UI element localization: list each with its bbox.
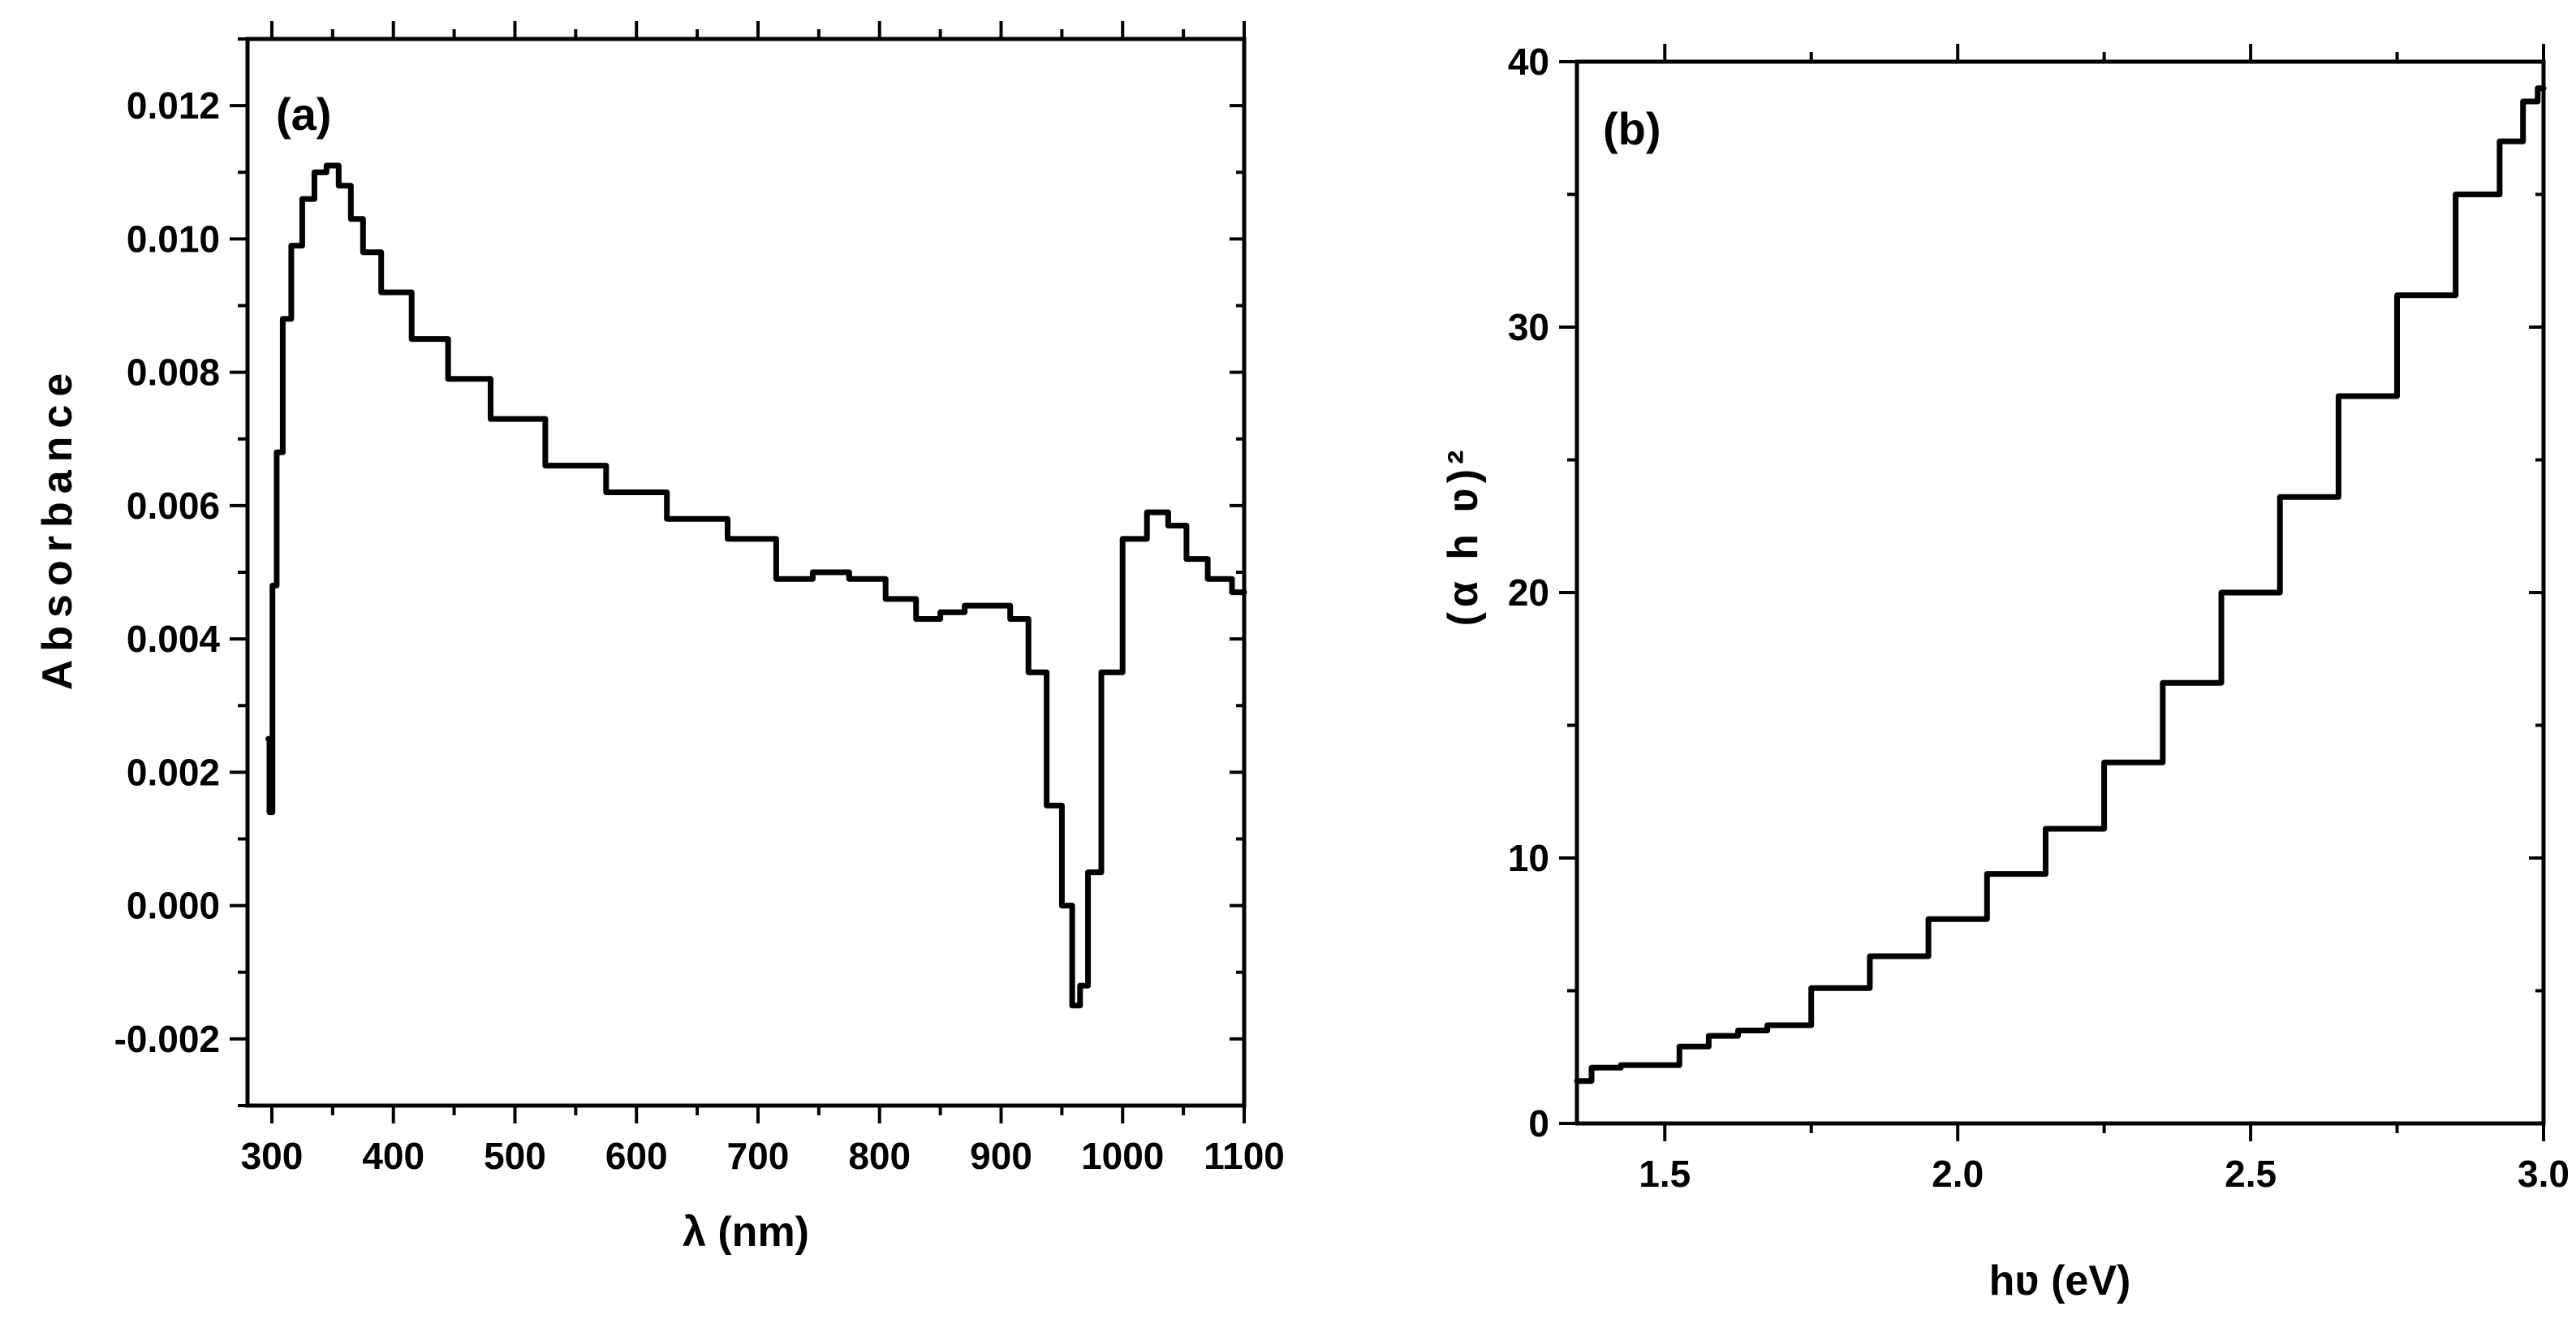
panel-a-y-axis-title: Absorbance <box>34 365 81 691</box>
panel-a-y-tick-labels: -0.002 0.000 0.002 0.004 0.006 0.008 0.010 0.01… <box>114 84 221 1060</box>
y-tick-label: 0.012 <box>127 84 220 127</box>
panel-a-absorbance-chart: 300 400 500 600 700 800 900 1000 1100 -0.002 0.00… <box>34 21 1285 1256</box>
panel-a-ticks <box>230 21 1246 1123</box>
y-tick-label: -0.002 <box>114 1018 220 1060</box>
panel-b-x-tick-labels: 1.5 2.0 2.5 3.0 <box>1639 1153 2570 1195</box>
y-tick-label: 30 <box>1508 306 1549 348</box>
panel-b-y-tick-labels: 0 10 20 30 40 <box>1508 41 1549 1145</box>
y-tick-label: 20 <box>1508 571 1549 614</box>
panel-b-tauc-line <box>1574 85 2547 1084</box>
panel-b-plot-frame <box>1574 59 2546 1126</box>
x-tick-label: 500 <box>484 1135 546 1177</box>
panel-b-y-axis-title: (α h ʋ)² <box>1440 446 1487 627</box>
panel-b-tauc-chart: 1.5 2.0 2.5 3.0 0 10 20 30 40 (b) hʋ (eV) (α h … <box>1440 41 2570 1304</box>
x-tick-label: 2.0 <box>1932 1153 1984 1195</box>
x-tick-label: 300 <box>241 1135 304 1177</box>
panel-b-label: (b) <box>1603 103 1661 154</box>
x-tick-label: 1100 <box>1204 1135 1285 1177</box>
y-tick-label: 10 <box>1508 837 1549 879</box>
x-tick-label: 800 <box>848 1135 911 1177</box>
y-tick-label: 0.008 <box>127 351 220 394</box>
panel-a-absorbance-line <box>265 162 1247 1009</box>
y-tick-label: 40 <box>1508 41 1549 83</box>
x-tick-label: 700 <box>727 1135 790 1177</box>
y-tick-label: 0.010 <box>127 218 220 260</box>
x-tick-label: 3.0 <box>2518 1153 2570 1195</box>
x-tick-label: 1000 <box>1081 1135 1164 1177</box>
y-tick-label: 0.002 <box>127 751 220 793</box>
y-tick-label: 0 <box>1528 1102 1549 1145</box>
x-tick-label: 600 <box>605 1135 668 1177</box>
panel-a-label: (a) <box>276 88 331 140</box>
x-tick-label: 400 <box>362 1135 424 1177</box>
x-tick-label: 1.5 <box>1639 1153 1691 1195</box>
y-tick-label: 0.000 <box>127 885 220 927</box>
x-tick-label: 2.5 <box>2225 1153 2277 1195</box>
y-tick-label: 0.004 <box>127 618 221 660</box>
y-tick-label: 0.006 <box>127 485 220 527</box>
panel-b-ticks <box>1559 44 2545 1141</box>
panel-a-plot-frame <box>245 37 1247 1108</box>
panel-a-x-tick-labels: 300 400 500 600 700 800 900 1000 1100 <box>241 1135 1285 1177</box>
panel-a-x-axis-title: λ (nm) <box>683 1209 809 1256</box>
panel-b-x-axis-title: hʋ (eV) <box>1989 1257 2131 1304</box>
x-tick-label: 900 <box>970 1135 1032 1177</box>
